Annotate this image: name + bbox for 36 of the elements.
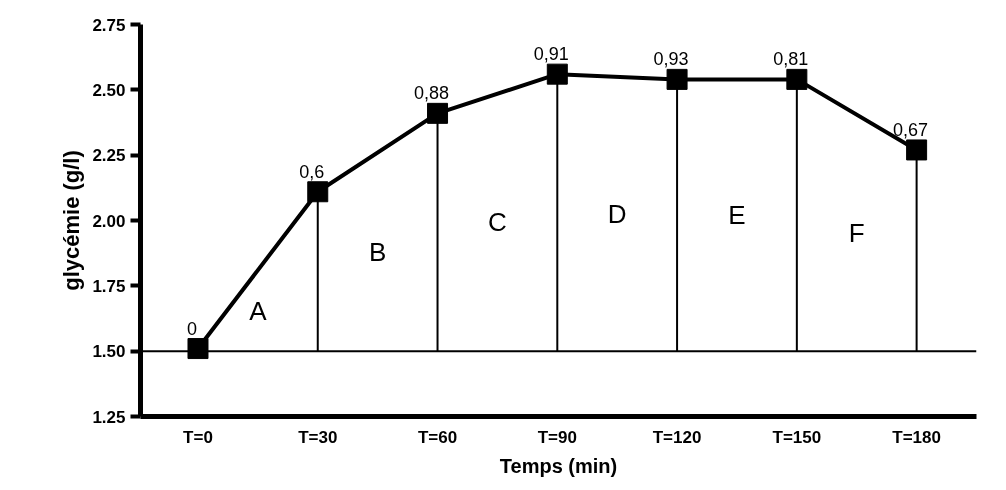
x-tick-label: T=60 — [417, 427, 458, 447]
x-tick-label: T=30 — [298, 427, 338, 447]
point — [187, 338, 209, 360]
annotation: 0,67 — [893, 119, 929, 140]
point — [307, 181, 329, 203]
y-tick-label: 2.75 — [92, 15, 126, 35]
annotation: 0,81 — [773, 49, 809, 70]
point — [666, 68, 688, 90]
annotation: F — [848, 217, 865, 248]
x-tick-label: T=120 — [652, 427, 702, 447]
x-axis-title: Temps (min) — [499, 454, 618, 477]
point — [427, 102, 449, 124]
x-tick-label: T=0 — [183, 427, 213, 447]
annotation: D — [607, 198, 627, 229]
y-tick-label: 1.75 — [92, 276, 126, 296]
annotation: C — [488, 207, 507, 238]
annotation: E — [728, 200, 746, 231]
annotation: 0,91 — [533, 44, 569, 65]
point — [786, 68, 808, 90]
annotation: 0,88 — [414, 83, 450, 104]
y-tick-label: 2.00 — [92, 211, 126, 231]
annotation: B — [368, 236, 387, 267]
x-tick-label: T=150 — [772, 427, 822, 447]
y-tick-label: 2.50 — [92, 80, 126, 100]
annotation: A — [249, 295, 268, 326]
annotation: 0 — [186, 318, 197, 339]
x-tick-label: T=90 — [537, 427, 577, 447]
x-tick-label: T=180 — [892, 427, 941, 447]
point — [906, 139, 928, 161]
point — [546, 63, 568, 85]
y-tick-label: 1.25 — [92, 407, 126, 427]
y-tick-label: 2.25 — [92, 146, 126, 166]
annotation: 0,93 — [653, 49, 689, 70]
y-axis-title: glycémie (g/l) — [59, 150, 85, 291]
annotation: 0,6 — [299, 161, 325, 182]
y-tick-label: 1.50 — [92, 342, 126, 362]
